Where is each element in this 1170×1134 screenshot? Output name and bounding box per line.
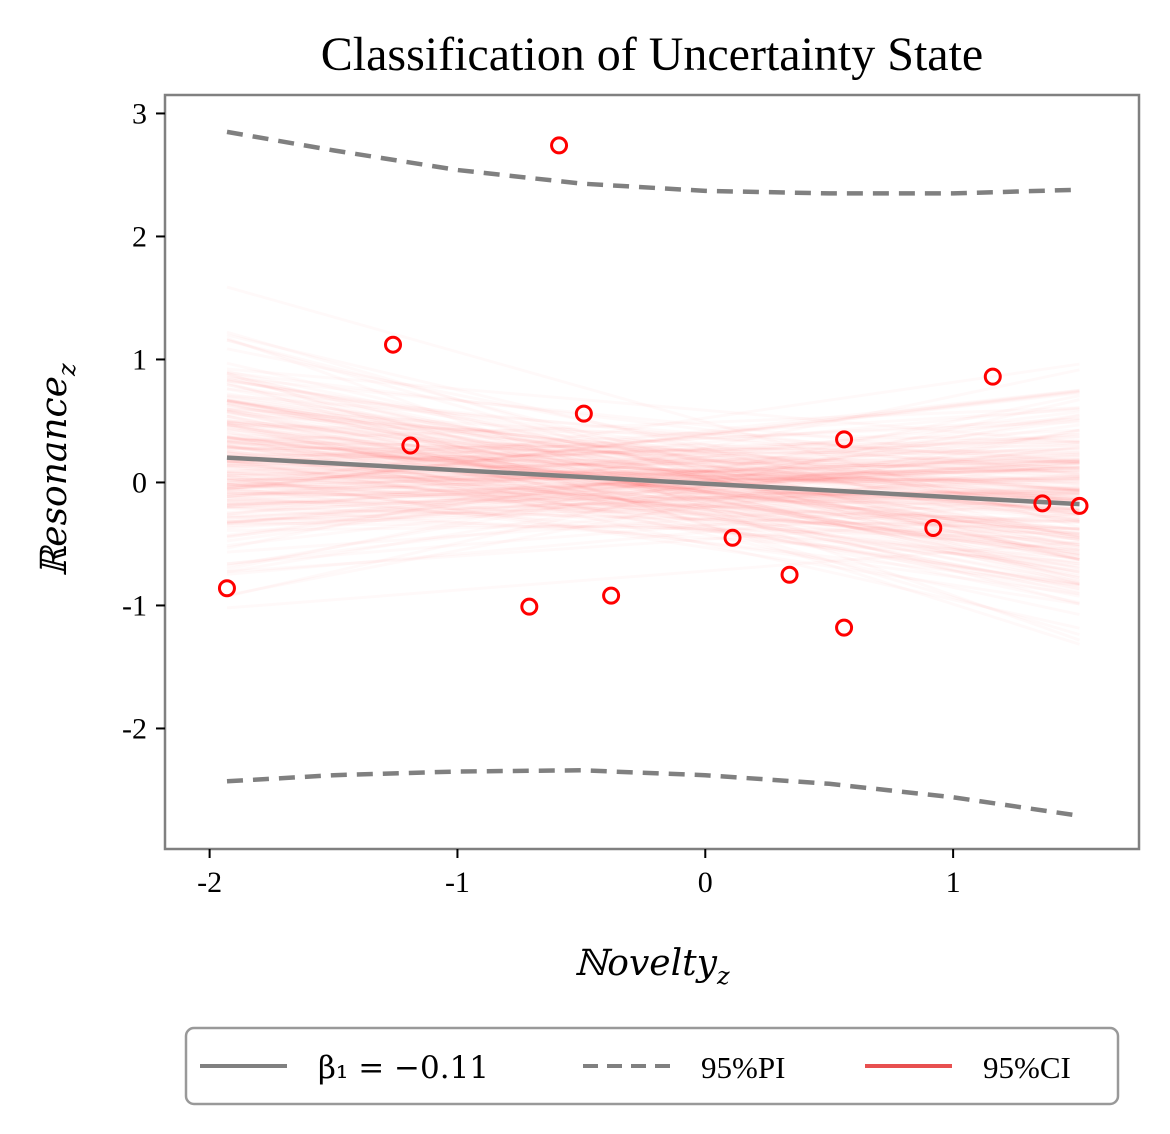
data-point: [723, 528, 742, 547]
data-point: [550, 136, 569, 155]
pi-upper-line: [226, 129, 1080, 196]
data-point: [384, 335, 403, 354]
data-points: [217, 136, 1089, 637]
x-axis-label: ℕoveltyz: [574, 943, 730, 990]
data-point: [835, 618, 854, 637]
y-axis-label: ℝesonancez: [34, 363, 81, 577]
y-tick-label: -1: [122, 589, 147, 622]
legend-pi-label: 95%PI: [701, 1050, 785, 1085]
legend-ci-label: 95%CI: [983, 1050, 1071, 1085]
x-tick-label: -2: [197, 866, 222, 899]
x-tick-label: 1: [946, 866, 961, 899]
plot-frame: [163, 93, 1141, 851]
chart-title: Classification of Uncertainty State: [321, 28, 983, 81]
legend-regression-label: β₁ = −0.11: [318, 1050, 489, 1086]
y-tick-label: 0: [132, 466, 147, 499]
data-point: [983, 367, 1002, 386]
legend-box: [184, 1026, 1120, 1106]
data-point: [602, 586, 621, 605]
data-point: [835, 430, 854, 449]
data-point: [520, 597, 539, 616]
y-tick-label: 2: [132, 220, 147, 253]
y-axis: -2 -1 0 1 2 3: [122, 97, 165, 745]
y-tick-label: 3: [132, 97, 147, 130]
x-tick-label: -1: [445, 866, 470, 899]
data-point: [1070, 496, 1089, 515]
prediction-interval: [226, 129, 1080, 819]
data-point: [217, 579, 236, 598]
data-point: [1033, 494, 1052, 513]
data-point: [780, 565, 799, 584]
regression-line: [226, 455, 1080, 507]
pi-lower-line: [226, 768, 1080, 819]
y-tick-label: 1: [132, 343, 147, 376]
legend: β₁ = −0.11 95%PI 95%CI: [184, 1026, 1120, 1106]
y-tick-label: -2: [122, 712, 147, 745]
x-tick-label: 0: [698, 866, 713, 899]
data-point: [401, 436, 420, 455]
data-point: [924, 518, 943, 537]
data-point: [574, 404, 593, 423]
x-axis: -2 -1 0 1: [197, 849, 961, 899]
